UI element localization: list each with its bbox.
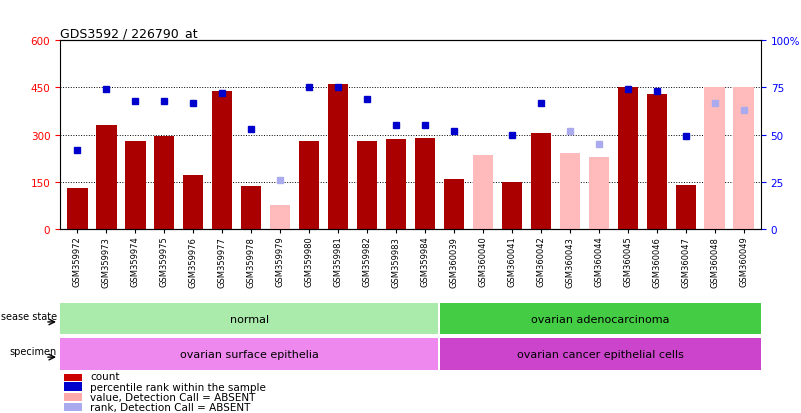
Bar [183,176,203,229]
Bar [212,91,232,229]
Bar [64,382,82,391]
Bar [270,206,290,229]
Bar [415,138,435,229]
Bar [64,393,82,401]
Text: GDS3592 / 226790_at: GDS3592 / 226790_at [60,27,198,40]
Bar [328,85,348,229]
Bar [357,142,377,229]
Bar [60,339,437,370]
Text: value, Detection Call = ABSENT: value, Detection Call = ABSENT [91,392,256,402]
Bar [125,142,146,229]
Bar [155,137,175,229]
Text: rank, Detection Call = ABSENT: rank, Detection Call = ABSENT [91,402,251,412]
Bar [618,88,638,229]
Bar [501,182,522,229]
Text: ovarian adenocarcinoma: ovarian adenocarcinoma [531,314,670,324]
Text: disease state: disease state [0,311,57,321]
Bar [386,140,406,229]
Bar [96,126,117,229]
Bar [440,304,761,335]
Text: specimen: specimen [10,346,57,356]
Text: percentile rank within the sample: percentile rank within the sample [91,382,266,392]
Bar [473,156,493,229]
Bar [531,134,551,229]
Bar [64,403,82,411]
Text: ovarian cancer epithelial cells: ovarian cancer epithelial cells [517,349,684,359]
Bar [560,154,580,229]
Bar [675,185,696,229]
Bar [64,372,82,381]
Bar [704,88,725,229]
Bar [299,142,320,229]
Bar [241,187,261,229]
Bar [444,179,464,229]
Bar [60,304,437,335]
Bar [646,95,666,229]
Bar [589,157,609,229]
Text: count: count [91,372,120,382]
Bar [734,88,754,229]
Text: normal: normal [231,314,269,324]
Bar [440,339,761,370]
Text: ovarian surface epithelia: ovarian surface epithelia [180,349,320,359]
Bar [67,188,87,229]
